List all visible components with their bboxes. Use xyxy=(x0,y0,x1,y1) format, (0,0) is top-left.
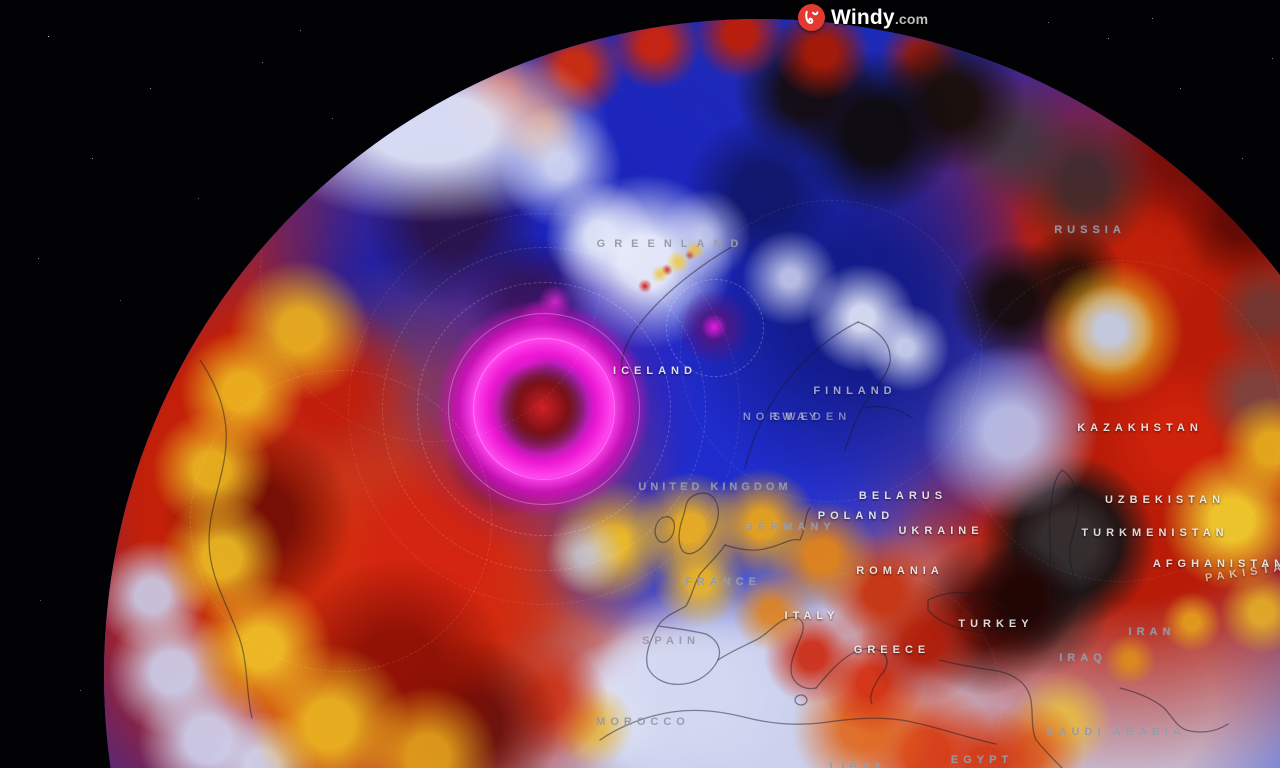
map-label-germany: GERMANY xyxy=(744,521,836,533)
stars xyxy=(0,0,1,1)
map-label-france: FRANCE xyxy=(685,576,761,588)
map-label-turkey: TURKEY xyxy=(958,618,1034,630)
map-label-romania: ROMANIA xyxy=(856,565,944,577)
coast-france-iberia xyxy=(646,544,726,686)
map-label-russia: RUSSIA xyxy=(1054,224,1126,236)
map-label-norway: NORWAY xyxy=(742,411,822,423)
map-label-libya: LIBYA xyxy=(829,761,887,768)
map-label-turkmenistan: TURKMENISTAN xyxy=(1081,527,1229,539)
map-label-saudi-arabia: SAUDI ARABIA xyxy=(1046,726,1186,738)
map-label-iran: IRAN xyxy=(1128,626,1176,638)
wind-streamlines-layer xyxy=(104,19,1280,768)
windy-swirl-icon xyxy=(798,4,825,31)
coast-northwest-europe xyxy=(724,507,811,551)
map-label-kazakhstan: KAZAKHSTAN xyxy=(1077,422,1203,434)
map-label-greenland: GREENLAND xyxy=(596,238,748,250)
logo-text: Windy.com xyxy=(831,6,928,30)
map-label-italy: ITALY xyxy=(784,610,840,622)
map-label-sweden: SWEDEN xyxy=(772,411,852,423)
streamline-arc xyxy=(190,370,492,672)
windy-logo[interactable]: Windy.com xyxy=(798,4,928,31)
globe-map[interactable]: GREENLAND ICELAND FINLAND NORWAY SWEDEN RUSSI… xyxy=(104,19,1280,768)
country-labels-layer: GREENLAND ICELAND FINLAND NORWAY SWEDEN RUSSI… xyxy=(104,19,1280,768)
map-label-iraq: IRAQ xyxy=(1059,652,1107,664)
map-label-morocco: MOROCCO xyxy=(596,716,690,728)
map-label-spain: SPAIN xyxy=(642,635,700,647)
logo-suffix: .com xyxy=(894,10,929,27)
map-label-poland: POLAND xyxy=(817,510,895,522)
map-label-egypt: EGYPT xyxy=(950,754,1014,766)
map-label-united-kingdom: UNITED KINGDOM xyxy=(638,481,792,493)
map-label-iceland: ICELAND xyxy=(613,365,697,377)
map-label-uzbekistan: UZBEKISTAN xyxy=(1104,494,1226,506)
map-inner: GREENLAND ICELAND FINLAND NORWAY SWEDEN RUSSI… xyxy=(104,19,1280,768)
map-label-finland: FINLAND xyxy=(813,385,897,397)
logo-word: Windy xyxy=(831,5,895,29)
map-label-greece: GREECE xyxy=(853,644,931,656)
map-label-belarus: BELARUS xyxy=(858,490,948,502)
map-label-afghanistan: AFGHANISTAN xyxy=(1152,558,1280,570)
coast-persian-gulf xyxy=(1119,687,1229,733)
streamline-arc xyxy=(960,260,1280,582)
map-label-ukraine: UKRAINE xyxy=(898,525,984,537)
